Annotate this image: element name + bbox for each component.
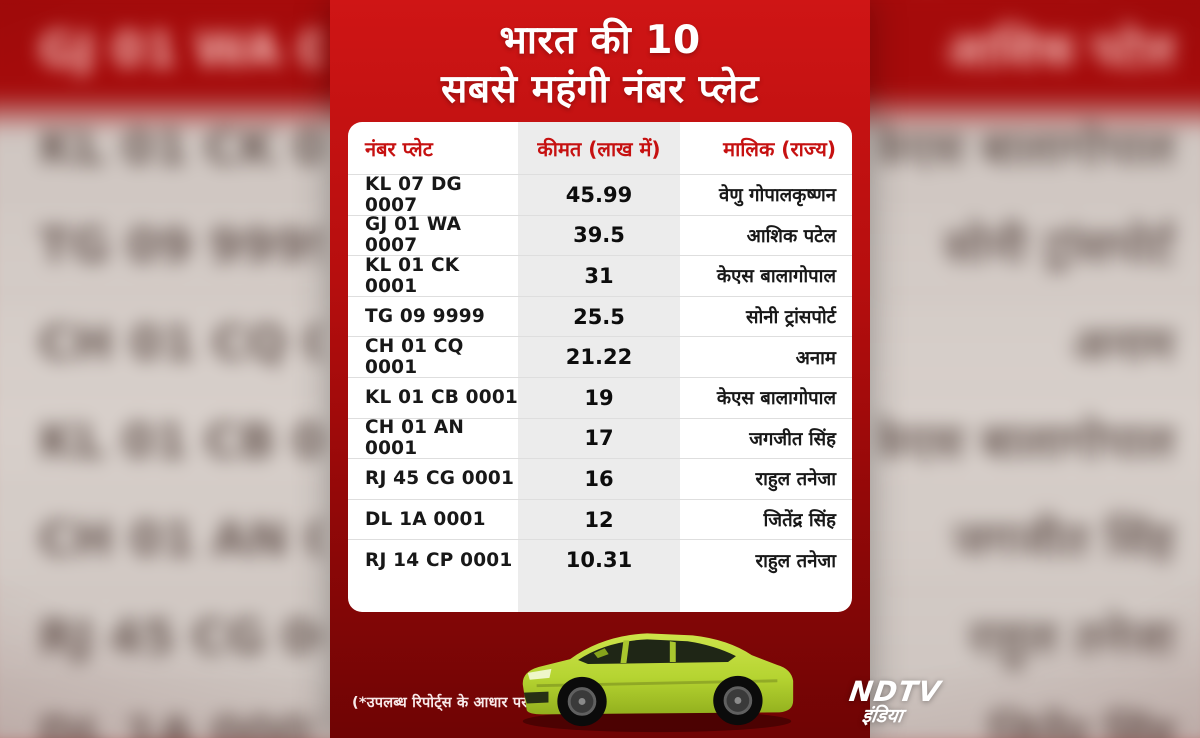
bg-plate-text: TG 09 9999 [0,197,322,295]
plate-cell: TG 09 9999 [365,306,485,328]
owner-cell: केएस बालागोपाल [716,388,836,410]
plate-cell: RJ 45 CG 0001 [365,468,515,490]
bg-plate-text: GJ 01 WA 00 [38,21,322,78]
bg-owner-text: केएस बालागोपाल [878,99,1200,197]
plate-cell: GJ 01 WA 0007 [365,214,462,257]
column-header-price: कीमत (लाख में) [537,136,661,161]
india-logo-text: इंडिया [860,705,904,727]
bg-owner-text: जगजीत सिंह [878,491,1200,589]
price-cell: 16 [584,466,614,491]
owner-cell: जगजीत सिंह [749,428,836,450]
column-header-owner: मालिक (राज्य) [723,136,836,161]
bg-plate-text: CH 01 AN 00 [0,491,322,589]
owner-cell: सोनी ट्रांसपोर्ट [745,307,836,329]
source-footnote: (*उपलब्ध रिपोर्ट्स के आधार पर) [352,695,535,711]
title-line-2: सबसे महंगी नंबर प्लेट [441,67,759,113]
table-row: KL 01 CK 0001 31 केएस बालागोपाल [348,254,852,297]
center-panel: भारत की 10 सबसे महंगी नंबर प्लेट नंबर प्… [330,0,870,738]
title-line-1: भारत की 10 [499,18,701,63]
owner-cell: वेणु गोपालकृष्णन [719,185,836,207]
bg-plate-text: DL 1A 0001 [0,686,322,738]
table-card: नंबर प्लेट कीमत (लाख में) मालिक (राज्य) … [348,122,852,612]
bg-owner-text: अनाम [878,295,1200,393]
bg-owner-text: राहुल तनेजा [878,588,1200,687]
plate-cell: KL 01 CB 0001 [365,387,518,409]
ndtv-logo-text: NDTV [847,675,944,708]
owner-cell: राहुल तनेजा [755,469,837,491]
table-row: DL 1A 0001 12 जितेंद्र सिंह [348,498,852,540]
price-cell: 10.31 [565,548,633,573]
ndtv-india-logo: NDTV इंडिया [845,675,944,727]
table-row: KL 01 CB 0001 19 केएस बालागोपाल [348,376,852,418]
price-cell: 31 [584,263,614,288]
owner-cell: अनाम [795,347,836,369]
owner-cell: जितेंद्र सिंह [763,510,836,532]
plate-cell: DL 1A 0001 [365,509,486,531]
plate-cell: CH 01 AN 0001 [365,417,465,460]
owner-cell: आशिक पटेल [746,225,836,247]
table-row: CH 01 AN 0001 17 जगजीत सिंह [348,417,852,460]
price-cell: 21.22 [565,345,633,370]
table-row: RJ 45 CG 0001 16 राहुल तनेजा [348,458,852,499]
price-cell: 12 [584,507,614,532]
bg-owner-text: सोनी ट्रांसपोर्ट [878,197,1200,295]
background-right-column: वेणु गोपालकृष्णन आशिक पटेल केएस बालागोपा… [878,0,1200,738]
plate-cell: KL 01 CK 0001 [365,254,460,297]
table-row: RJ 14 CP 0001 10.31 राहुल तनेजा [348,539,852,580]
table-row: GJ 01 WA 0007 39.5 आशिक पटेल [348,214,852,257]
price-cell: 39.5 [573,223,625,248]
owner-cell: केएस बालागोपाल [716,266,836,288]
bg-plate-text: RJ 45 CG 00 [0,588,322,687]
price-cell: 25.5 [573,304,625,329]
car-icon [522,633,794,733]
table-row: CH 01 CQ 0001 21.22 अनाम [348,336,852,379]
bg-owner-text: आशिक पटेल [946,22,1175,79]
bg-owner-text: केएस बालागोपाल [878,393,1200,491]
column-header-plate: नंबर प्लेट [365,136,433,161]
green-suv-image [508,590,806,738]
table-header-row: नंबर प्लेट कीमत (लाख में) मालिक (राज्य) [348,122,852,174]
price-cell: 45.99 [565,182,633,207]
plate-cell: KL 07 DG 0007 [365,173,462,216]
plate-cell: RJ 14 CP 0001 [365,549,513,571]
price-cell: 17 [584,426,614,451]
table-row: KL 07 DG 0007 45.99 वेणु गोपालकृष्णन [348,173,852,216]
page-title: भारत की 10 सबसे महंगी नंबर प्लेट [330,0,870,114]
plate-cell: CH 01 CQ 0001 [365,336,464,379]
bg-plate-text: CH 01 CQ 00 [0,295,322,393]
owner-cell: राहुल तनेजा [755,550,837,572]
table-row: TG 09 9999 25.5 सोनी ट्रांसपोर्ट [348,295,852,337]
bg-plate-text: KL 01 CK 00 [0,99,322,197]
bg-owner-text: जितेंद्र सिंह [878,686,1200,738]
background-left-column: KL 07 DG 00 GJ 01 WA 00 KL 01 CK 00 TG 0… [0,0,322,738]
price-cell: 19 [584,385,614,410]
bg-plate-text: KL 01 CB 00 [0,393,322,491]
price-column-band [518,122,680,612]
